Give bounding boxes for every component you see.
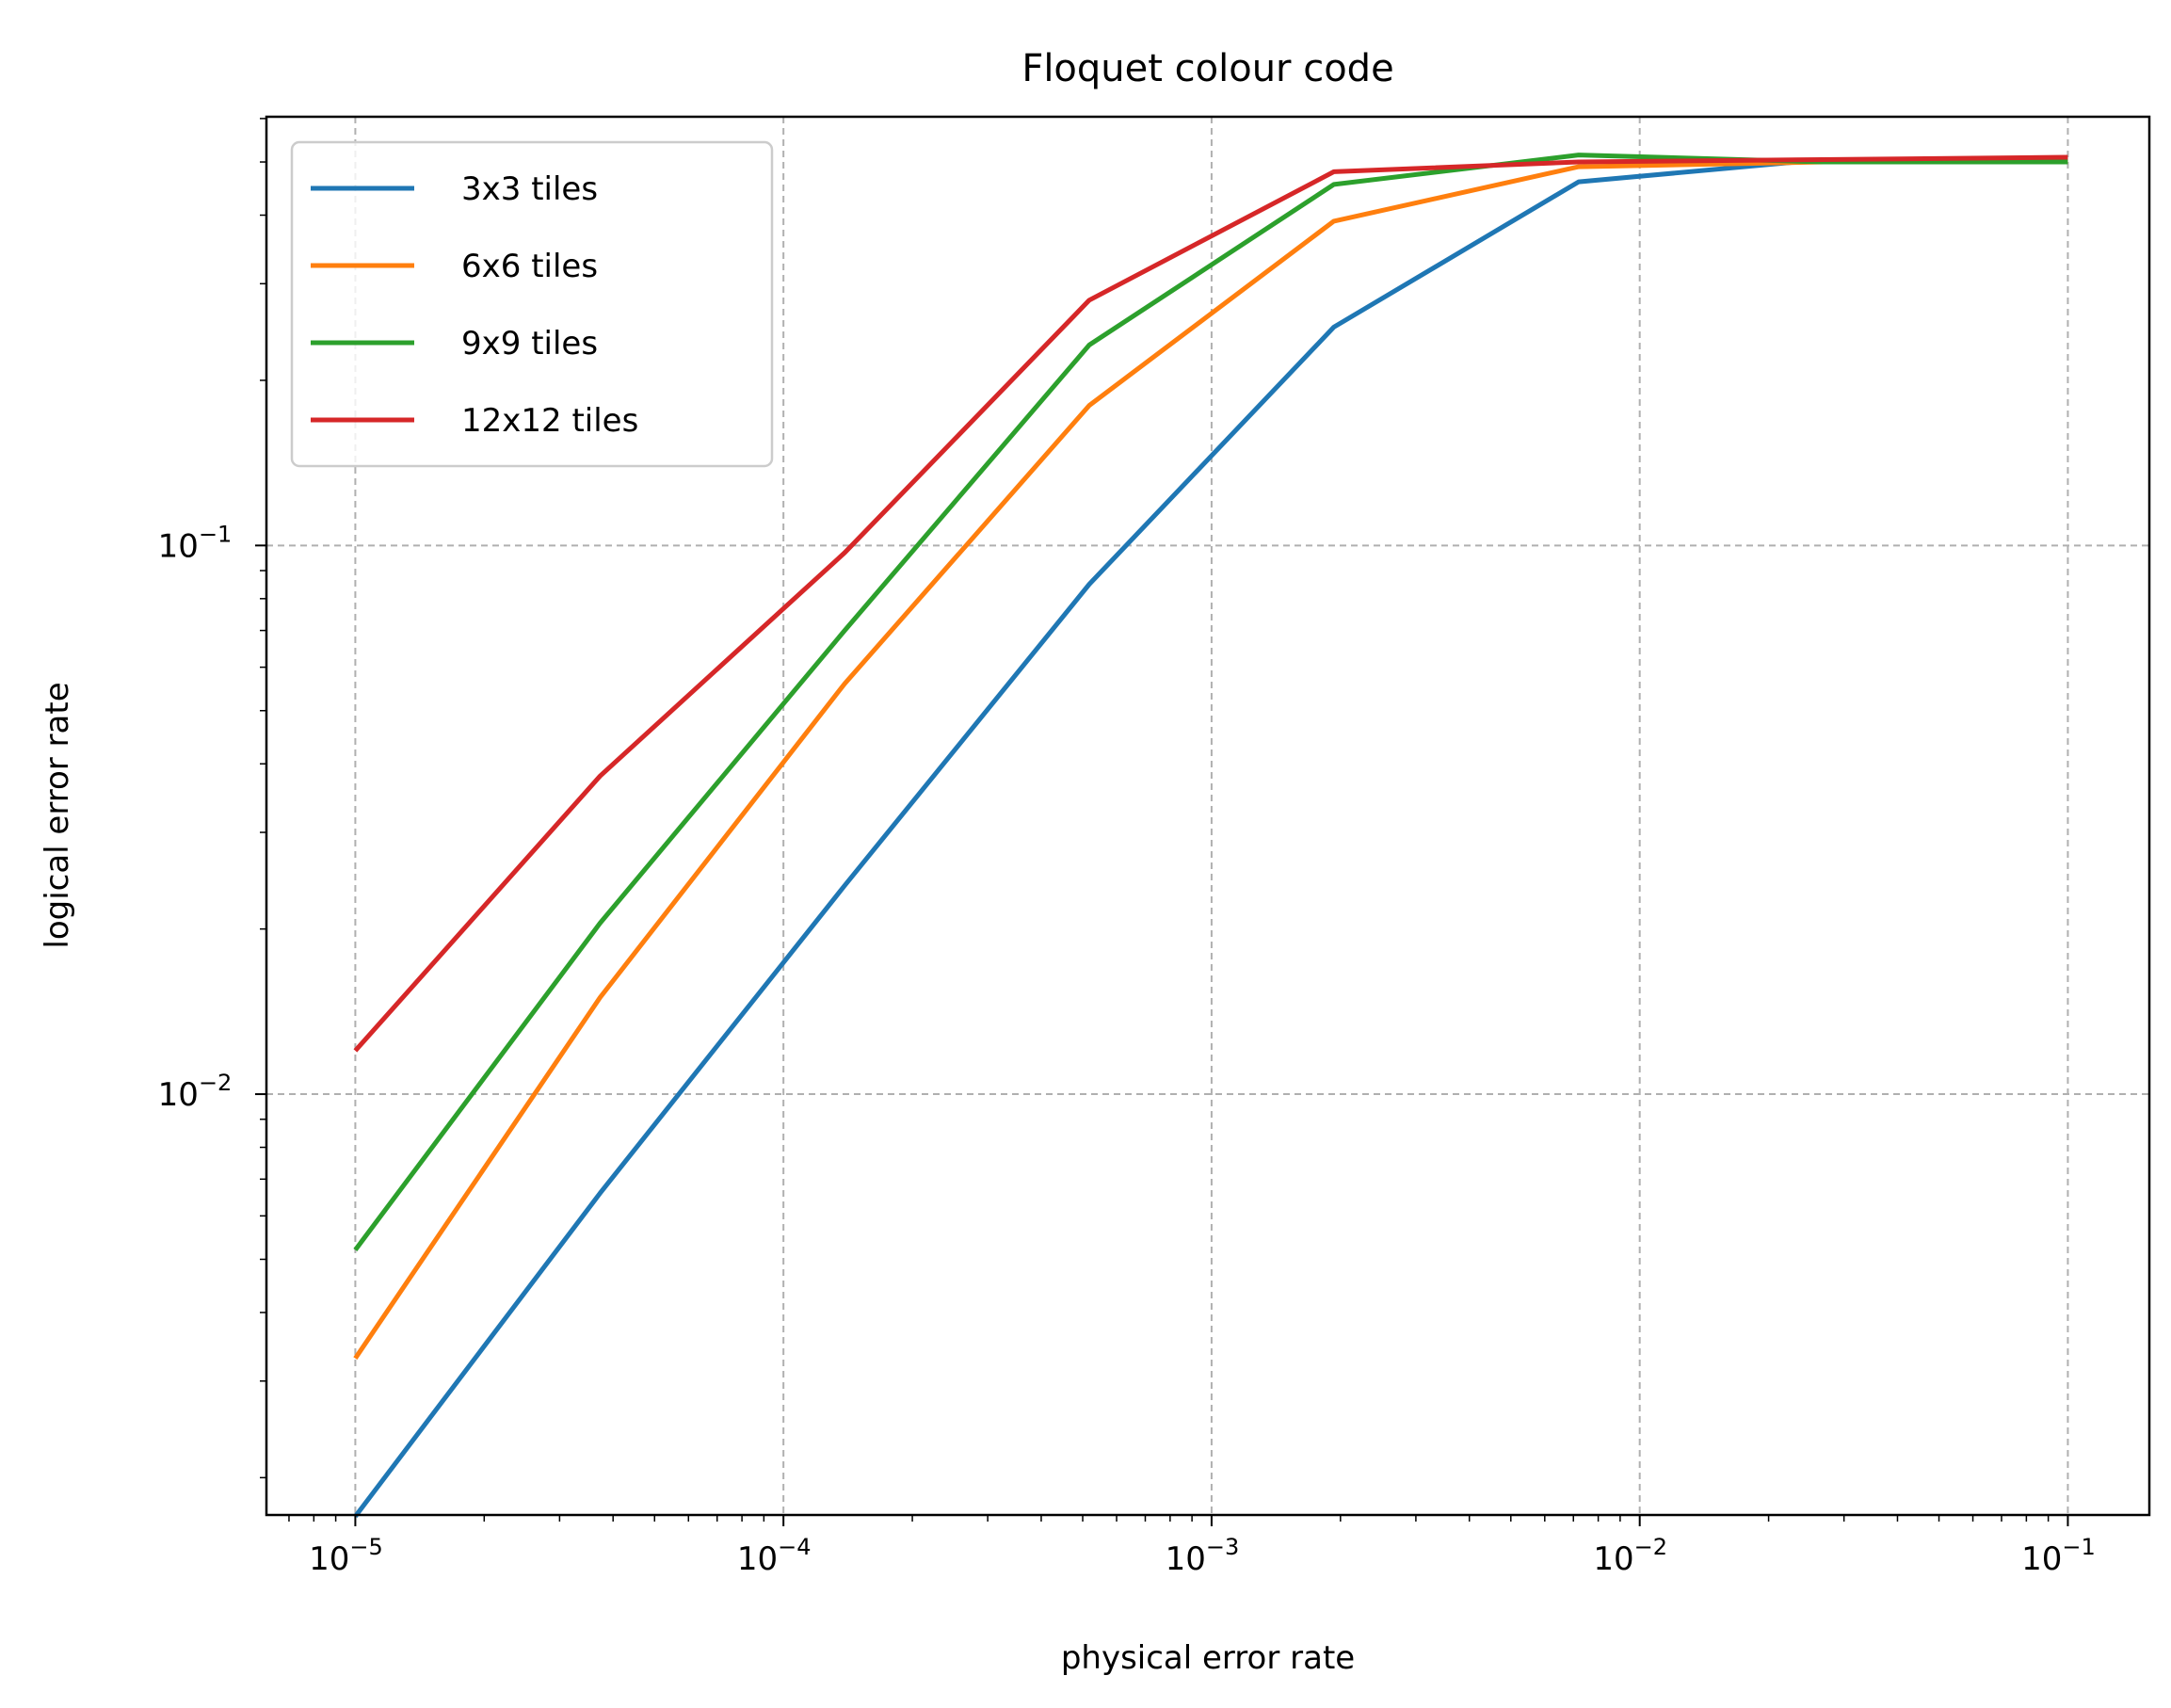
axis-ticks: 10−5 10−4 10−3 10−2 10−1 10−1 10−2 [158, 118, 2096, 1578]
legend-label: 12x12 tiles [461, 402, 638, 440]
grid [266, 117, 2149, 1515]
x-tick-label: 10−1 [2021, 1534, 2096, 1578]
series-lines [353, 153, 2068, 1519]
x-tick-label: 10−4 [737, 1534, 812, 1578]
y-tick-label: 10−2 [158, 1070, 233, 1114]
series-line [353, 154, 2068, 1053]
plot-area [265, 115, 2151, 1517]
legend: 3x3 tiles 6x6 tiles 9x9 tiles 12x12 tiles [290, 140, 774, 468]
x-axis-label: physical error rate [1061, 1639, 1355, 1677]
legend-label: 3x3 tiles [461, 170, 598, 208]
y-axis-label: logical error rate [39, 682, 76, 948]
legend-label: 6x6 tiles [461, 248, 598, 285]
x-tick-label: 10−2 [1593, 1534, 1667, 1578]
x-tick-label: 10−3 [1166, 1534, 1240, 1578]
legend-label: 9x9 tiles [461, 325, 598, 363]
y-tick-label: 10−1 [158, 521, 233, 565]
legend-box [290, 140, 774, 468]
chart-title: Floquet colour code [1021, 47, 1393, 90]
x-tick-label: 10−5 [309, 1534, 383, 1578]
